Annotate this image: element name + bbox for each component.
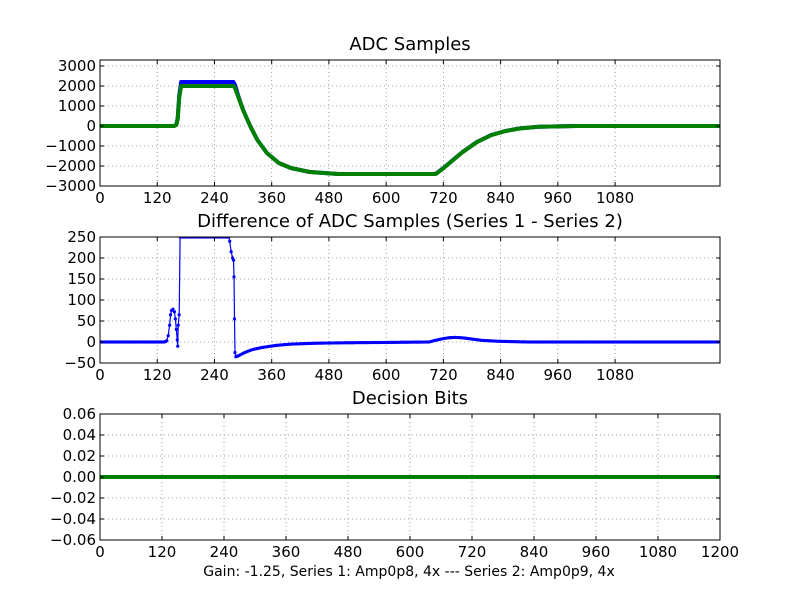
diff-sample-point [168,313,173,317]
diff-x-tick-label: 0 [95,366,105,384]
decision-bits-axes: Decision Bits 0 120 240 360 480 600 720 840 960 10… [50,388,739,561]
diff-series-1 [100,237,720,359]
figure-caption: Gain: -1.25, Series 1: Amp0p8, 4x --- Se… [203,564,614,580]
diff-x-tick-label: 960 [544,366,573,384]
bits-x-tick-label: 1080 [639,543,677,561]
diff-x-tick-label: 1080 [596,366,634,384]
bits-y-tick-label: 0.00 [63,468,96,486]
adc-series-line [100,80,720,176]
diff-sample-point [171,307,175,311]
bits-x-tick-label: 240 [210,543,239,561]
diff-sample-point [168,323,172,327]
adc-y-tick-label: 1000 [58,97,96,115]
adc-series-line [100,84,720,176]
adc-title: ADC Samples [349,34,470,55]
diff-y-tick-label: −50 [64,354,96,372]
adc-samples-axes: ADC Samples 0 120 240 360 480 600 720 840 960 1080… [45,34,721,207]
bits-y-tick-label: 0.02 [63,447,96,465]
adc-x-tick-label: 360 [257,189,286,207]
bits-title: Decision Bits [352,388,468,409]
diff-sample-point [176,323,180,327]
diff-sample-point [232,275,236,279]
adc-x-tick-label: 840 [486,189,515,207]
diff-y-tick-label: 200 [67,249,96,267]
diff-x-tick-label: 120 [143,366,172,384]
diff-y-tick-label: 250 [67,228,96,246]
bits-x-tick-label: 480 [334,543,363,561]
bits-x-tick-label: 120 [148,543,177,561]
diff-sample-point [173,317,177,321]
bits-x-tick-label: 360 [272,543,301,561]
diff-sample-point [232,317,237,321]
bits-x-tick-label: 840 [520,543,549,561]
diff-x-tick-label: 480 [315,366,344,384]
diff-x-tick-label: 720 [429,366,458,384]
adc-x-tick-label: 720 [429,189,458,207]
diff-sample-point [166,334,170,338]
adc-y-tick-label: −1000 [45,137,96,155]
bits-x-tick-label: 1200 [701,543,739,561]
diff-sample-point [176,344,180,348]
adc-x-tick-label: 240 [200,189,229,207]
diff-sample-point [229,250,233,254]
adc-x-tick-label: 1080 [596,189,634,207]
diff-y-tick-label: 50 [77,312,96,330]
diff-sample-point [228,239,232,243]
adc-x-tick-label: 960 [544,189,573,207]
bits-y-tick-label: 0.06 [63,405,96,423]
diff-sample-point [177,313,181,317]
diff-series-line [100,237,720,358]
diff-y-tick-label: 0 [86,333,96,351]
diff-x-tick-label: 360 [257,366,286,384]
adc-y-tick-label: 2000 [58,77,96,95]
diff-sample-point [233,350,237,355]
diff-sample-point [175,338,179,342]
bits-y-tick-label: −0.02 [50,489,96,507]
bits-x-tick-label: 720 [458,543,487,561]
diff-title: Difference of ADC Samples (Series 1 - Se… [197,211,623,232]
adc-x-tick-label: 480 [315,189,344,207]
adc-y-tick-label: −3000 [45,177,96,195]
difference-axes: Difference of ADC Samples (Series 1 - Se… [64,211,721,384]
adc-x-tick-label: 0 [95,189,105,207]
bits-y-tick-label: −0.06 [50,531,96,549]
bits-x-tick-label: 0 [95,543,105,561]
adc-y-tick-label: −2000 [45,157,96,175]
bits-y-tick-label: −0.04 [50,510,96,528]
adc-series-2 [100,84,720,176]
diff-x-tick-label: 240 [200,366,229,384]
diff-y-tick-label: 100 [67,291,96,309]
diff-sample-point [165,339,169,343]
adc-axes-frame [99,59,721,187]
adc-y-tick-label: 0 [86,117,96,135]
adc-x-tick-label: 600 [372,189,401,207]
bits-y-tick-label: 0.04 [63,426,96,444]
bits-x-tick-label: 600 [396,543,425,561]
diff-sample-point [231,258,236,262]
bits-x-tick-label: 960 [582,543,611,561]
diff-sample-point [174,327,178,331]
diff-sample-point [172,310,176,314]
diff-y-tick-label: 150 [67,270,96,288]
adc-x-tick-label: 120 [143,189,172,207]
adc-y-tick-label: 3000 [58,57,96,75]
diff-x-tick-label: 600 [372,366,401,384]
adc-series-1 [100,80,720,176]
diff-x-tick-label: 840 [486,366,515,384]
